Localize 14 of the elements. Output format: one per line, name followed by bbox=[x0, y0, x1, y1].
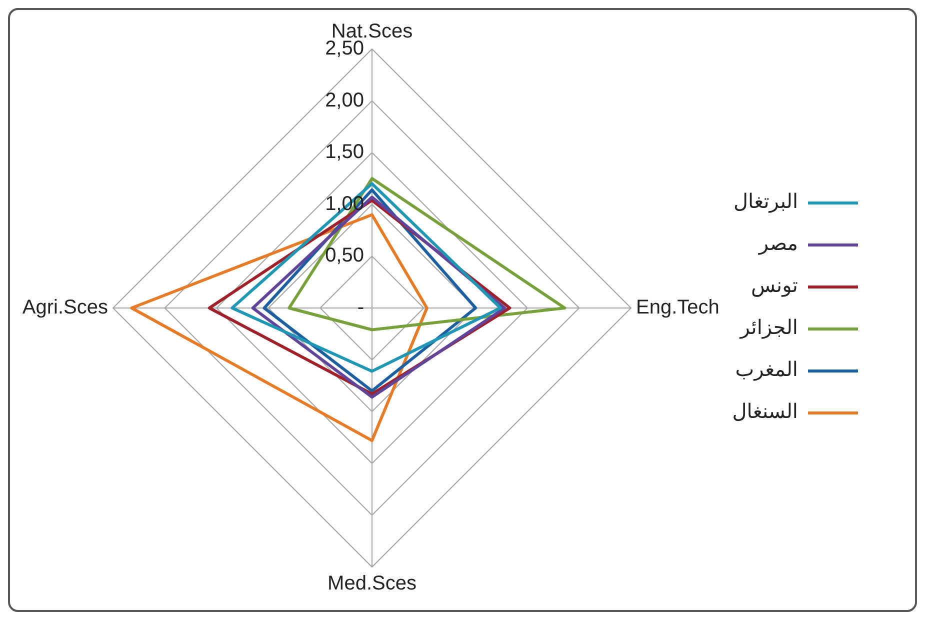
y-tick-label: 2,50 bbox=[325, 38, 364, 60]
legend-label: البرتغال bbox=[733, 189, 798, 214]
y-tick-label: 1,50 bbox=[325, 141, 364, 164]
y-tick-label: 0,50 bbox=[325, 244, 364, 267]
spoke-label: Agri.Sces bbox=[22, 296, 108, 319]
legend-label: تونس bbox=[751, 273, 798, 298]
spoke-label: Eng.Tech bbox=[636, 296, 720, 319]
legend-label: الجزائر bbox=[739, 315, 798, 340]
y-tick-label: - bbox=[357, 296, 364, 319]
legend-label: مصر bbox=[758, 231, 798, 256]
y-tick-label: 2,00 bbox=[325, 89, 364, 112]
legend-label: المغرب bbox=[735, 357, 798, 382]
legend-label: السنغال bbox=[732, 399, 798, 424]
spoke-label: Med.Sces bbox=[328, 572, 416, 595]
